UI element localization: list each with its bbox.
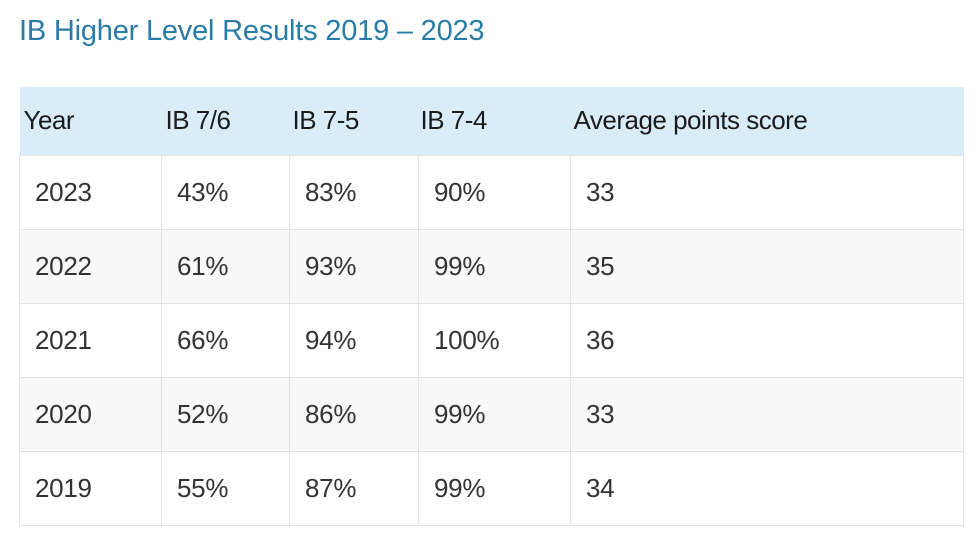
cell-year: 2023 <box>19 154 162 230</box>
cell-ib-7-4: 99% <box>418 228 571 304</box>
cell-ib-7-4: 100% <box>418 302 571 378</box>
cell-ib-7-4: 99% <box>418 376 571 452</box>
cell-ib-7-6: 61% <box>161 228 290 304</box>
table-header: Year IB 7/6 IB 7-5 IB 7-4 Average points… <box>19 87 964 155</box>
table-row: 2022 61% 93% 99% 35 <box>19 228 964 304</box>
cell-year: 2020 <box>19 376 162 452</box>
cell-year: 2019 <box>19 450 162 526</box>
cell-ib-7-5: 87% <box>289 450 419 526</box>
header-ib-7-4: IB 7-4 <box>420 105 488 136</box>
cell-year: 2021 <box>19 302 162 378</box>
cell-ib-7-5: 83% <box>289 154 419 230</box>
cell-ib-7-5: 94% <box>289 302 419 378</box>
cell-ib-7-6: 66% <box>161 302 290 378</box>
header-ib-7-5: IB 7-5 <box>292 105 360 136</box>
header-average-points: Average points score <box>573 105 808 136</box>
header-ib-7-6: IB 7/6 <box>165 105 231 136</box>
header-year: Year <box>23 105 75 136</box>
header-row: Year IB 7/6 IB 7-5 IB 7-4 Average points… <box>19 87 964 155</box>
cell-ib-7-6: 52% <box>161 376 290 452</box>
cell-average-points: 33 <box>570 376 964 452</box>
cell-ib-7-5: 86% <box>289 376 419 452</box>
cell-average-points: 33 <box>570 154 964 230</box>
table-row: 2021 66% 94% 100% 36 <box>19 302 964 378</box>
cell-year: 2022 <box>19 228 162 304</box>
table-row: 2023 43% 83% 90% 33 <box>19 154 964 230</box>
table-row: 2020 52% 86% 99% 33 <box>19 376 964 452</box>
table-body: 2023 43% 83% 90% 33 2022 61% 93% 99% 35 … <box>19 154 964 526</box>
table-row: 2019 55% 87% 99% 34 <box>19 450 964 526</box>
cell-ib-7-4: 90% <box>418 154 571 230</box>
cell-average-points: 36 <box>570 302 964 378</box>
cell-average-points: 35 <box>570 228 964 304</box>
cell-ib-7-4: 99% <box>418 450 571 526</box>
cell-average-points: 34 <box>570 450 964 526</box>
cell-ib-7-5: 93% <box>289 228 419 304</box>
page-title: IB Higher Level Results 2019 – 2023 <box>19 15 485 47</box>
cell-ib-7-6: 43% <box>161 154 290 230</box>
results-table: Year IB 7/6 IB 7-5 IB 7-4 Average points… <box>19 87 964 526</box>
cell-ib-7-6: 55% <box>161 450 290 526</box>
